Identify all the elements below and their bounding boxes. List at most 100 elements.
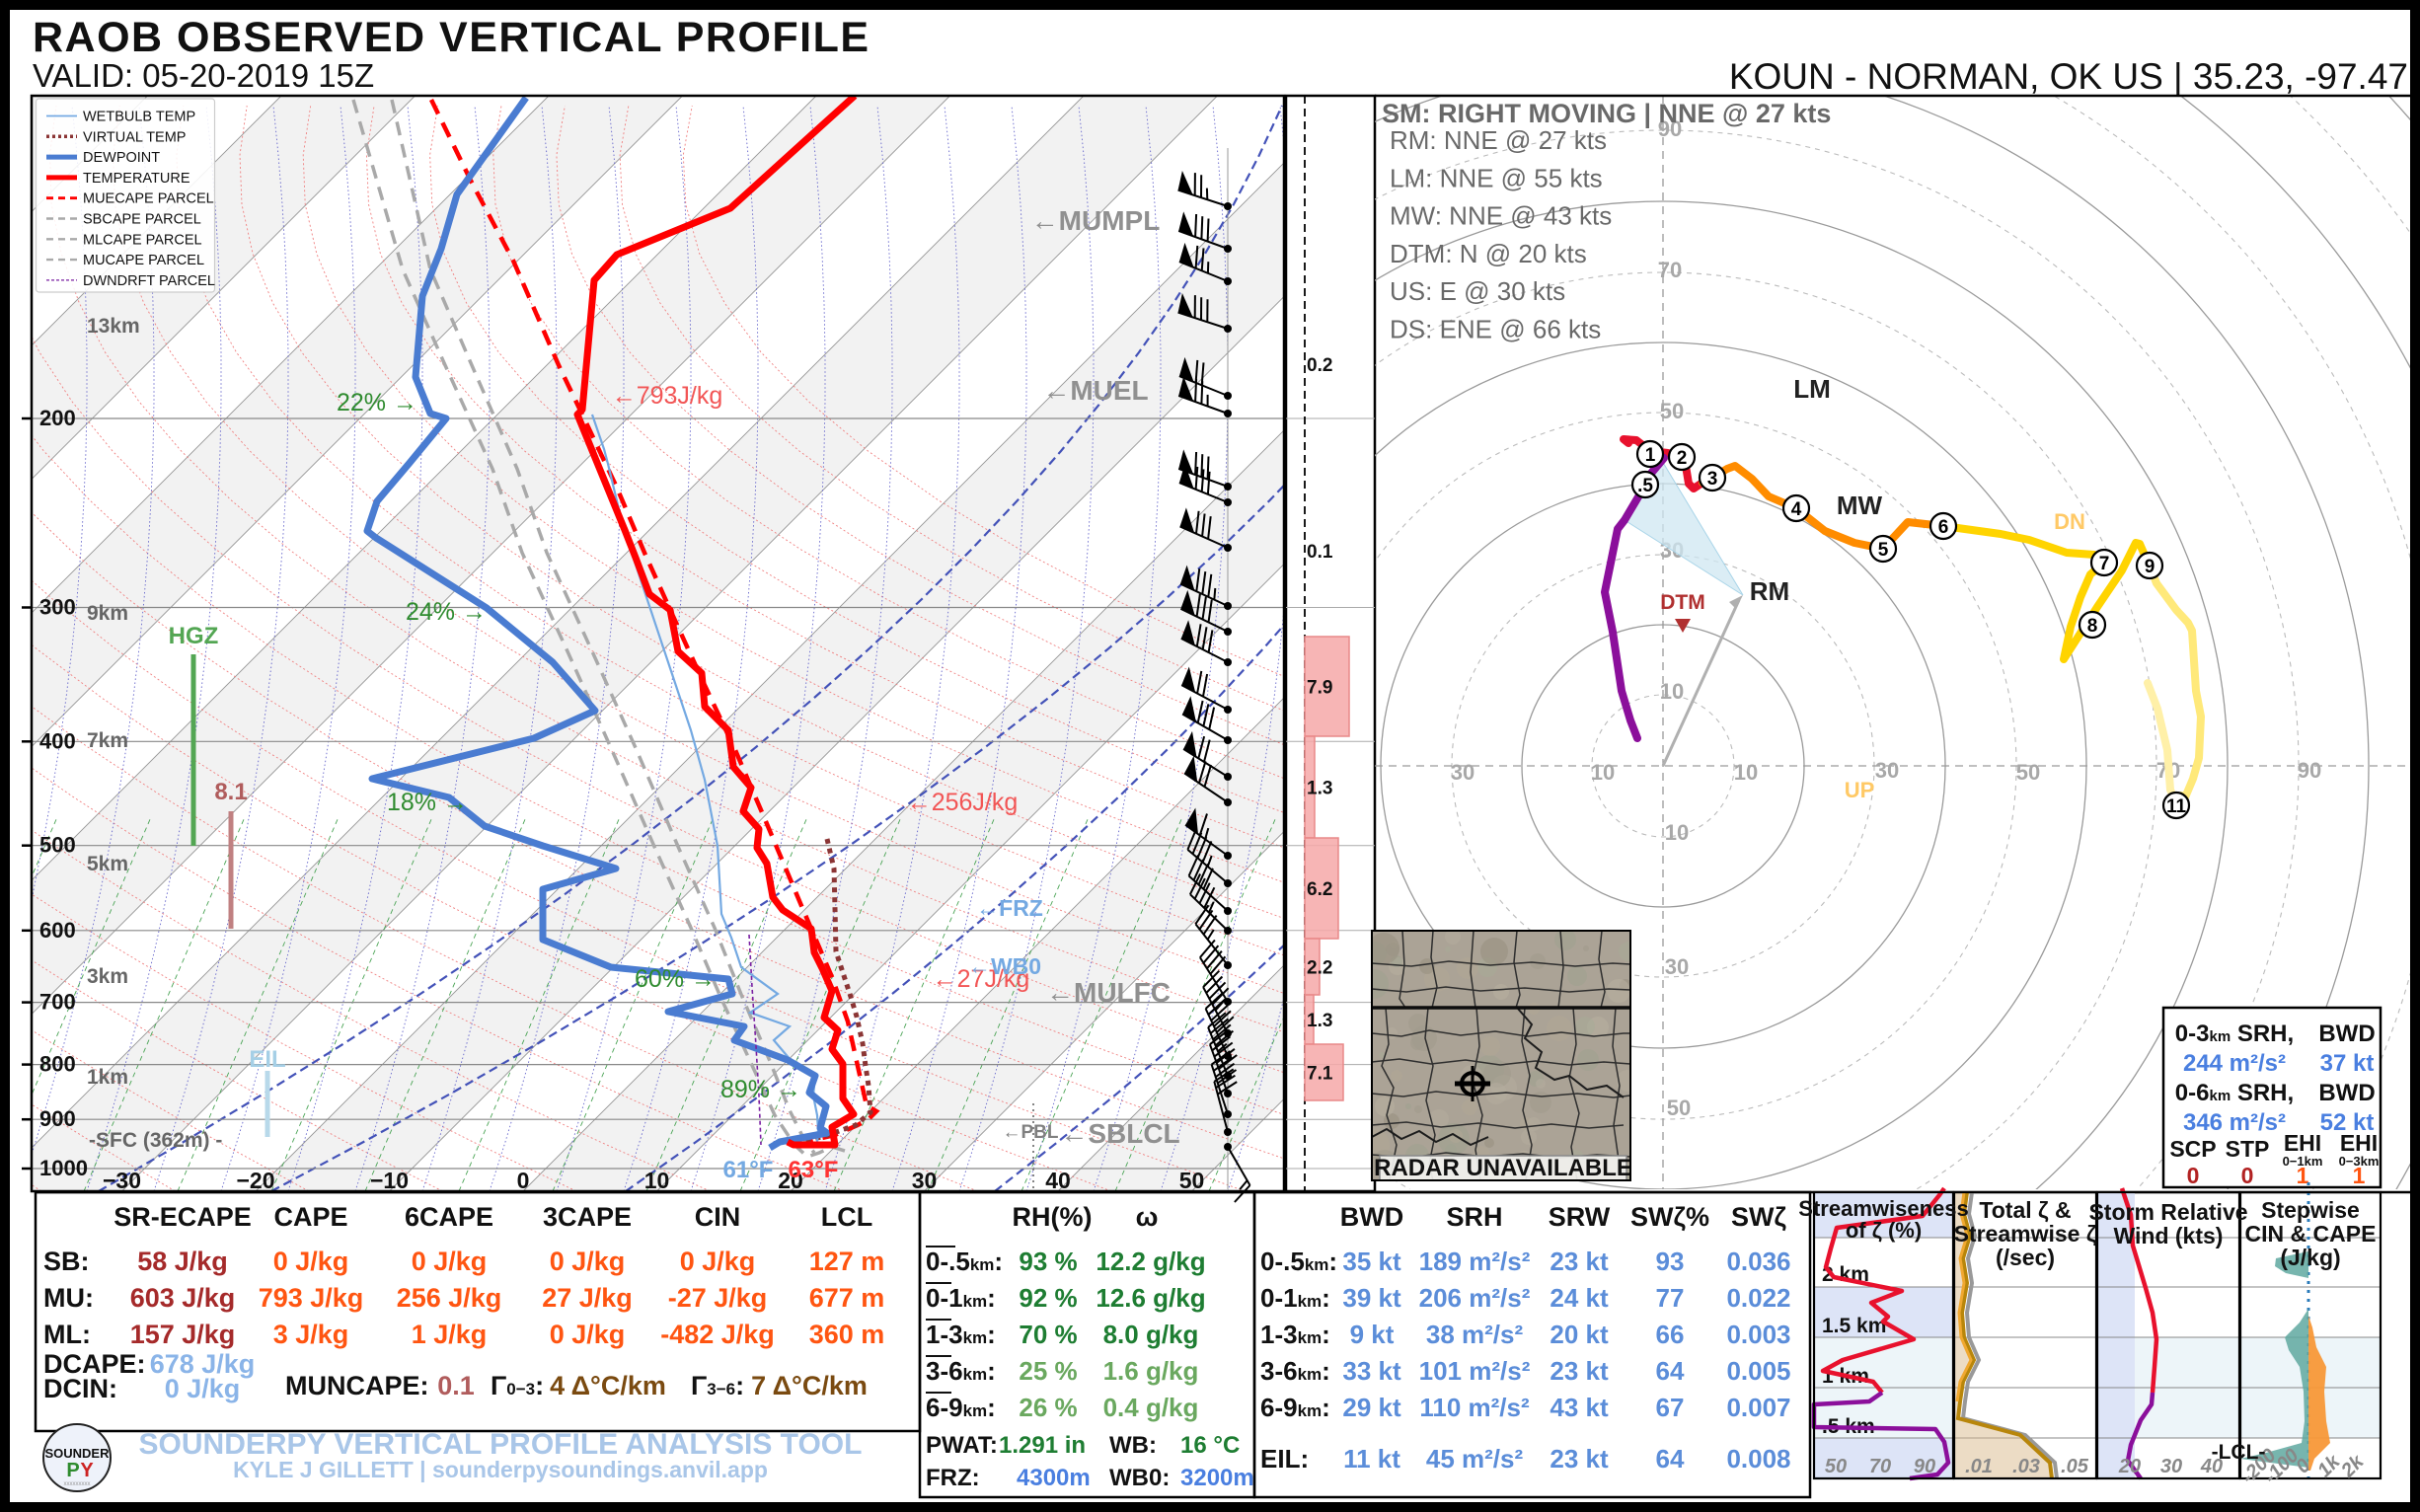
- svg-text:MU:: MU:: [43, 1283, 94, 1313]
- svg-text:7.9: 7.9: [1307, 678, 1332, 699]
- svg-text:SM: RIGHT MOVING | NNE @ 27 kt: SM: RIGHT MOVING | NNE @ 27 kts: [1382, 99, 1831, 128]
- svg-text:3: 3: [1707, 469, 1718, 490]
- svg-text:23 kt: 23 kt: [1550, 1356, 1609, 1386]
- svg-text:8: 8: [2087, 616, 2098, 637]
- svg-text:30: 30: [1451, 760, 1475, 785]
- svg-text:360 m: 360 m: [809, 1320, 885, 1349]
- svg-text:←MUMPL: ←MUMPL: [1031, 205, 1161, 236]
- svg-text:29 kt: 29 kt: [1342, 1393, 1401, 1422]
- svg-text:0-1km:: 0-1km:: [926, 1283, 996, 1313]
- svg-text:RH(%): RH(%): [1013, 1202, 1093, 1232]
- svg-text:LM: NNE @ 55 kts: LM: NNE @ 55 kts: [1390, 163, 1603, 192]
- svg-text:4300m: 4300m: [1017, 1465, 1091, 1491]
- svg-text:DTM: DTM: [1660, 591, 1705, 614]
- svg-text:0 J/kg: 0 J/kg: [412, 1247, 488, 1276]
- svg-text:MW: MW: [1837, 491, 1883, 520]
- svg-text:0 J/kg: 0 J/kg: [273, 1247, 349, 1276]
- svg-text:1: 1: [2353, 1163, 2366, 1188]
- svg-text:39 kt: 39 kt: [1342, 1283, 1401, 1313]
- svg-text:256 J/kg: 256 J/kg: [397, 1283, 502, 1313]
- svg-text:37 kt: 37 kt: [2320, 1050, 2375, 1077]
- svg-text:0.007: 0.007: [1726, 1393, 1790, 1422]
- svg-text:SWζ: SWζ: [1731, 1202, 1786, 1232]
- svg-text:0.036: 0.036: [1726, 1247, 1790, 1276]
- svg-text:7km: 7km: [87, 729, 128, 752]
- svg-text:←FRZ: ←FRZ: [976, 895, 1043, 921]
- svg-text:13km: 13km: [87, 315, 140, 338]
- svg-text:SB:: SB:: [43, 1247, 90, 1276]
- svg-text:89% →: 89% →: [720, 1076, 801, 1103]
- svg-text:61°F: 61°F: [723, 1157, 774, 1183]
- svg-text:1.3: 1.3: [1307, 779, 1332, 799]
- svg-text:0.2: 0.2: [1307, 355, 1332, 376]
- svg-text:VIRTUAL TEMP: VIRTUAL TEMP: [83, 129, 186, 145]
- svg-text:EHI: EHI: [2284, 1130, 2321, 1156]
- svg-text:0-3km SRH,: 0-3km SRH,: [2175, 1021, 2294, 1047]
- svg-text:-LCL-: -LCL-: [2212, 1441, 2266, 1464]
- svg-text:64: 64: [1656, 1356, 1685, 1386]
- svg-text:DS: ENE @ 66 kts: DS: ENE @ 66 kts: [1390, 315, 1601, 344]
- svg-text:12.6 g/kg: 12.6 g/kg: [1096, 1283, 1205, 1313]
- svg-text:43 kt: 43 kt: [1550, 1393, 1609, 1422]
- svg-text:50: 50: [2016, 760, 2040, 785]
- svg-text:0.005: 0.005: [1726, 1356, 1790, 1386]
- svg-text:DCIN:: DCIN:: [43, 1374, 117, 1403]
- svg-text:346 m²/s²: 346 m²/s²: [2183, 1109, 2286, 1136]
- svg-text:1000: 1000: [39, 1156, 88, 1180]
- svg-text:STP: STP: [2226, 1136, 2270, 1162]
- svg-text:24% →: 24% →: [406, 598, 487, 626]
- svg-text:KOUN - NORMAN, OK US | 35.23,: KOUN - NORMAN, OK US | 35.23, -97.47: [1729, 56, 2408, 97]
- svg-text:ω: ω: [1136, 1202, 1159, 1232]
- svg-text:4 Δ°C/km: 4 Δ°C/km: [550, 1371, 666, 1400]
- svg-text:700: 700: [39, 990, 76, 1015]
- svg-text:70: 70: [1869, 1456, 1891, 1477]
- svg-text:20: 20: [2118, 1456, 2141, 1477]
- svg-text:WETBULB TEMP: WETBULB TEMP: [83, 110, 195, 125]
- svg-text:−10: −10: [370, 1168, 409, 1193]
- svg-text:8.1: 8.1: [214, 779, 247, 805]
- svg-text:30: 30: [2160, 1456, 2182, 1477]
- svg-text:58 J/kg: 58 J/kg: [137, 1247, 228, 1276]
- svg-text:25 %: 25 %: [1019, 1356, 1077, 1386]
- svg-text:←MUEL: ←MUEL: [1042, 375, 1148, 406]
- svg-text:0−1km: 0−1km: [2283, 1154, 2323, 1169]
- svg-text:KYLE J GILLETT | sounderpysoun: KYLE J GILLETT | sounderpysoundings.anvi…: [233, 1457, 768, 1482]
- svg-text:0: 0: [2187, 1163, 2200, 1188]
- svg-text:BWD: BWD: [2318, 1080, 2375, 1106]
- svg-text:0.022: 0.022: [1726, 1283, 1790, 1313]
- svg-text:WB:: WB:: [1109, 1432, 1157, 1459]
- svg-text:24 kt: 24 kt: [1550, 1283, 1609, 1313]
- svg-text:MUNCAPE:: MUNCAPE:: [285, 1371, 429, 1400]
- svg-text:UP: UP: [1845, 778, 1875, 802]
- svg-text:300: 300: [39, 594, 76, 619]
- svg-text:10: 10: [1660, 679, 1684, 704]
- svg-text:0.4 g/kg: 0.4 g/kg: [1103, 1393, 1199, 1422]
- svg-text:CIN & CAPE: CIN & CAPE: [2245, 1221, 2377, 1247]
- svg-text:VALID: 05-20-2019 15Z: VALID: 05-20-2019 15Z: [33, 57, 374, 94]
- svg-text:←SBLCL: ←SBLCL: [1060, 1118, 1179, 1149]
- svg-text:7.1: 7.1: [1307, 1064, 1333, 1085]
- svg-text:.5: .5: [1637, 476, 1653, 496]
- svg-text:10: 10: [1734, 760, 1758, 785]
- svg-text:CIN: CIN: [695, 1202, 741, 1232]
- svg-text:93 %: 93 %: [1019, 1247, 1077, 1276]
- svg-text:-27 J/kg: -27 J/kg: [668, 1283, 768, 1313]
- svg-text:1: 1: [2297, 1163, 2309, 1188]
- svg-text:678 J/kg: 678 J/kg: [150, 1349, 256, 1379]
- svg-text:63°F: 63°F: [789, 1157, 839, 1183]
- svg-text:SR-ECAPE: SR-ECAPE: [113, 1202, 252, 1232]
- svg-text:.03: .03: [2012, 1456, 2040, 1477]
- svg-text:0-.5km:: 0-.5km:: [926, 1247, 1003, 1276]
- svg-text:45 m²/s²: 45 m²/s²: [1426, 1444, 1524, 1474]
- svg-text:793 J/kg: 793 J/kg: [259, 1283, 364, 1313]
- svg-text:Streamwise ζ: Streamwise ζ: [1954, 1221, 2097, 1247]
- svg-text:0.1: 0.1: [1307, 542, 1333, 563]
- svg-text:900: 900: [39, 1106, 76, 1131]
- svg-text:0 J/kg: 0 J/kg: [550, 1320, 626, 1349]
- svg-text:BWD: BWD: [1340, 1202, 1403, 1232]
- svg-text:6-9km:: 6-9km:: [1260, 1393, 1330, 1422]
- svg-text:20: 20: [778, 1168, 803, 1193]
- svg-text:Stepwise: Stepwise: [2261, 1197, 2360, 1223]
- svg-text:35 kt: 35 kt: [1342, 1247, 1401, 1276]
- svg-text:200: 200: [39, 406, 76, 430]
